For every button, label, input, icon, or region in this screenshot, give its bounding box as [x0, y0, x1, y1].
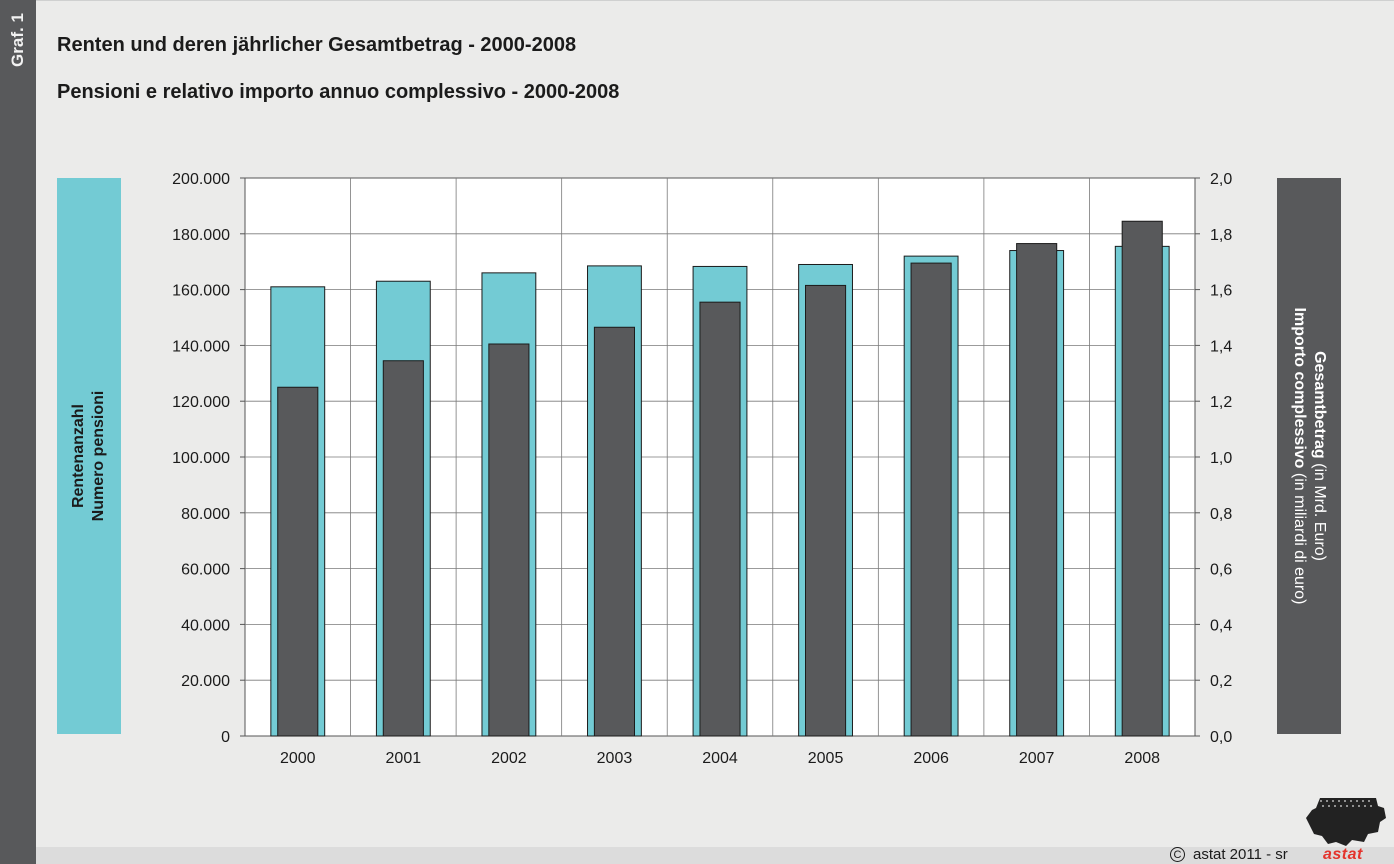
right-tick-label: 0,4 [1210, 617, 1232, 634]
right-tick-label: 0,6 [1210, 562, 1232, 579]
left-tick-label: 200.000 [172, 171, 230, 188]
x-tick-label: 2005 [808, 750, 844, 767]
left-tick-label: 100.000 [172, 450, 230, 467]
astat-logo-icon [1306, 798, 1386, 846]
tick-labels: 0 0,0 20.000 0,2 40.000 0,4 60.000 0,6 80.000 0,8… [172, 171, 1232, 767]
bar-amount-2004 [699, 301, 741, 737]
copyright-symbol: C [1170, 847, 1185, 862]
right-tick-label: 0,0 [1210, 729, 1232, 746]
logo-word: astat [1323, 846, 1363, 863]
right-tick-label: 1,2 [1210, 394, 1232, 411]
left-tick-label: 0 [221, 729, 230, 746]
x-tick-label: 2008 [1124, 750, 1160, 767]
right-tick-label: 0,8 [1210, 506, 1232, 523]
right-tick-label: 0,2 [1210, 673, 1232, 690]
x-tick-label: 2003 [597, 750, 633, 767]
bar-amount-2001 [382, 360, 424, 737]
bar-amount-2003 [593, 326, 636, 737]
left-tick-label: 60.000 [181, 562, 230, 579]
right-tick-label: 2,0 [1210, 171, 1232, 188]
left-tick-label: 40.000 [181, 617, 230, 634]
left-tick-label: 20.000 [181, 673, 230, 690]
right-tick-label: 1,8 [1210, 227, 1232, 244]
graf-badge-strip [0, 0, 36, 864]
chart-subtitle: Pensioni e relativo importo annuo comple… [57, 81, 620, 103]
chart-title: Renten und deren jährlicher Gesamtbetrag… [57, 34, 577, 56]
x-tick-label: 2007 [1019, 750, 1055, 767]
footer-bar [36, 847, 1394, 864]
bar-amount-2000 [277, 386, 319, 737]
bars [270, 220, 1170, 737]
bar-amount-2002 [488, 343, 530, 737]
left-tick-label: 160.000 [172, 283, 230, 300]
bar-amount-2007 [1016, 243, 1058, 737]
left-tick-label: 80.000 [181, 506, 230, 523]
x-tick-label: 2000 [280, 750, 316, 767]
right-tick-label: 1,0 [1210, 450, 1232, 467]
right-tick-label: 1,6 [1210, 283, 1232, 300]
copyright-text: astat 2011 - sr [1193, 846, 1288, 863]
left-tick-label: 140.000 [172, 338, 230, 355]
left-axis-label-box: Rentenanzahl Numero pensioni [57, 178, 121, 734]
bar-amount-2005 [805, 284, 847, 737]
right-axis-label-box: Gesamtbetrag (in Mrd. Euro) Importo comp… [1277, 178, 1341, 734]
bar-amount-2008 [1121, 220, 1163, 737]
x-tick-label: 2001 [386, 750, 422, 767]
bar-amount-2006 [910, 262, 952, 737]
right-tick-label: 1,4 [1210, 338, 1232, 355]
left-tick-label: 180.000 [172, 227, 230, 244]
left-tick-label: 120.000 [172, 394, 230, 411]
x-tick-label: 2004 [702, 750, 738, 767]
x-tick-label: 2006 [913, 750, 949, 767]
x-tick-label: 2002 [491, 750, 527, 767]
